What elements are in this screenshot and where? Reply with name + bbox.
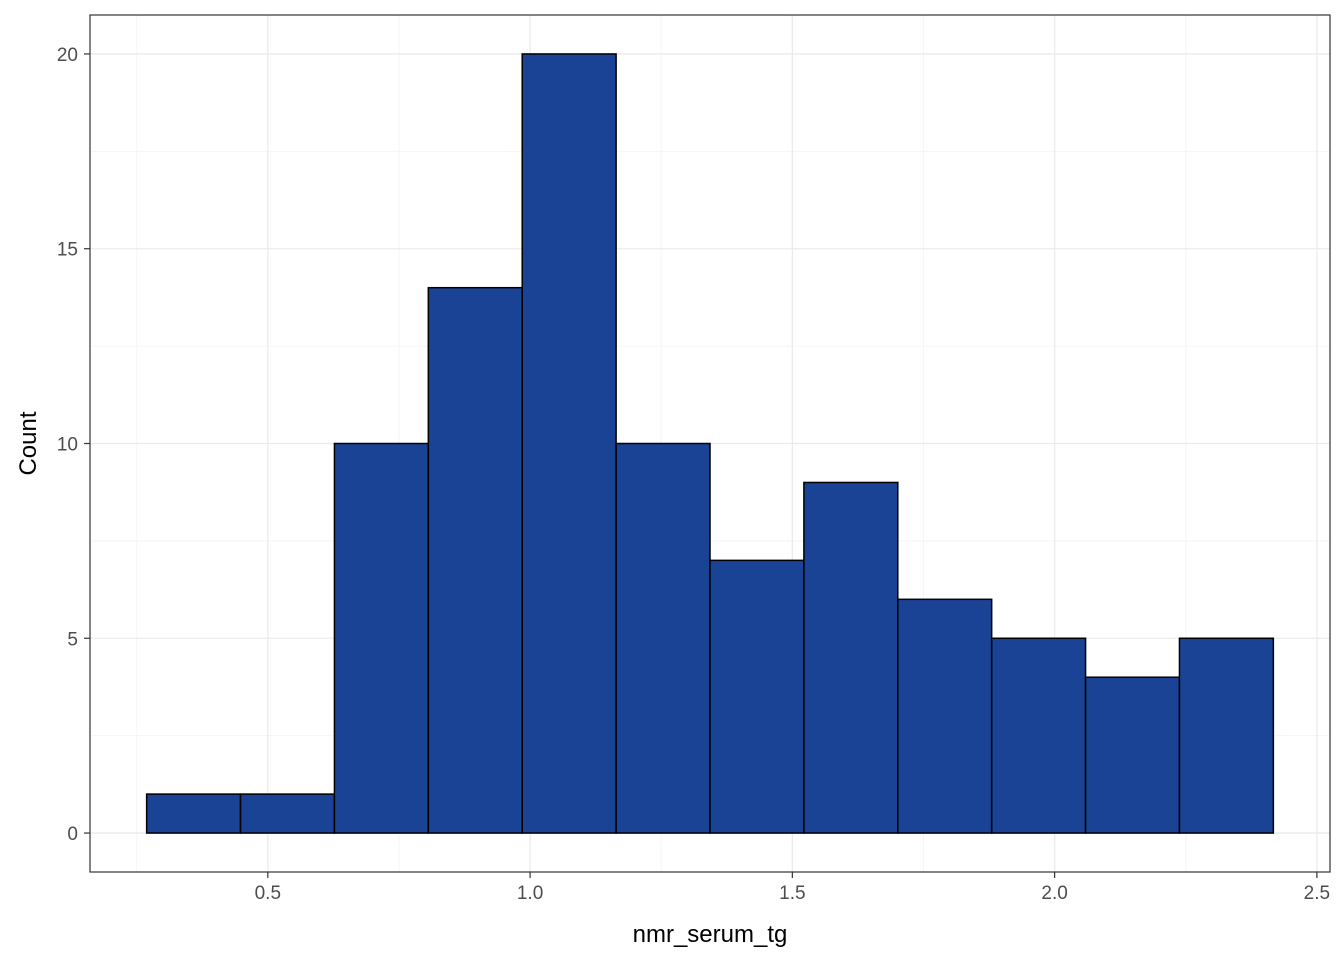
histogram-bar-5 [521, 53, 617, 834]
histogram-bars [145, 53, 1275, 834]
y-axis: 0 5 10 15 20 [57, 45, 90, 845]
y-tick-label: 20 [57, 45, 78, 66]
y-tick-label: 10 [57, 435, 78, 456]
histogram-bar-12 [1178, 637, 1275, 834]
x-tick-label: 0.5 [255, 883, 281, 904]
histogram-bar-1 [145, 793, 242, 834]
x-axis-title: nmr_serum_tg [633, 921, 788, 948]
y-tick-label: 15 [57, 240, 78, 261]
y-tick-label: 0 [67, 824, 78, 845]
x-tick-label: 1.5 [779, 883, 805, 904]
x-tick-label: 1.0 [517, 883, 543, 904]
x-axis: 0.5 1.0 1.5 2.0 2.5 [255, 872, 1330, 904]
x-tick-label: 2.5 [1304, 883, 1330, 904]
histogram-bar-11 [1084, 676, 1181, 834]
histogram-bar-3 [333, 442, 430, 834]
histogram-bar-9 [897, 598, 993, 834]
histogram-bar-10 [990, 637, 1087, 834]
histogram-bar-2 [239, 793, 336, 834]
histogram-bar-7 [709, 559, 805, 834]
histogram-bar-4 [427, 286, 523, 834]
x-tick-label: 2.0 [1041, 883, 1067, 904]
y-axis-title: Count [15, 411, 42, 475]
y-tick-label: 5 [67, 629, 78, 650]
histogram-bar-6 [615, 442, 711, 834]
histogram-bar-8 [803, 481, 899, 834]
